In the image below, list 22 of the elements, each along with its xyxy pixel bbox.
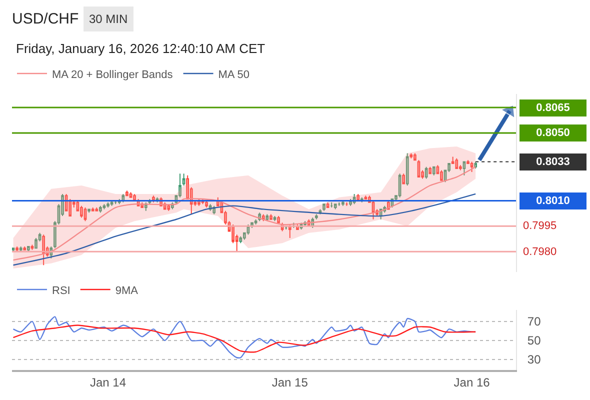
ref-line-label: 0.8065 xyxy=(536,102,570,114)
y-tick-label: 70 xyxy=(527,314,542,329)
candlestick xyxy=(182,173,186,186)
text: 30 MIN xyxy=(89,12,128,26)
legend-label: MA 20 + Bollinger Bands xyxy=(52,68,174,81)
chart-title: USD/CHF xyxy=(12,10,79,28)
x-tick-label: Jan 16 xyxy=(454,375,490,390)
y-tick-label: 30 xyxy=(527,352,542,367)
y-tick-label: 50 xyxy=(527,334,542,348)
chart-subtitle: Friday, January 16, 2026 12:40:10 AM CET xyxy=(16,41,266,56)
legend-label: MA 50 xyxy=(218,68,250,81)
candlestick xyxy=(235,234,238,252)
ref-line-label: 0.8050 xyxy=(536,127,570,139)
ref-line-label: 0.7980 xyxy=(523,246,557,258)
ref-line-label: 0.8033 xyxy=(536,156,570,168)
ref-line-label: 0.8010 xyxy=(536,195,570,207)
legend-label: 9MA xyxy=(115,284,139,297)
x-tick-label: Jan 14 xyxy=(90,375,126,390)
legend-label: RSI xyxy=(52,284,70,297)
ref-line-label: 0.7995 xyxy=(523,220,557,232)
line-series xyxy=(12,324,476,353)
x-tick-label: Jan 15 xyxy=(272,375,308,390)
